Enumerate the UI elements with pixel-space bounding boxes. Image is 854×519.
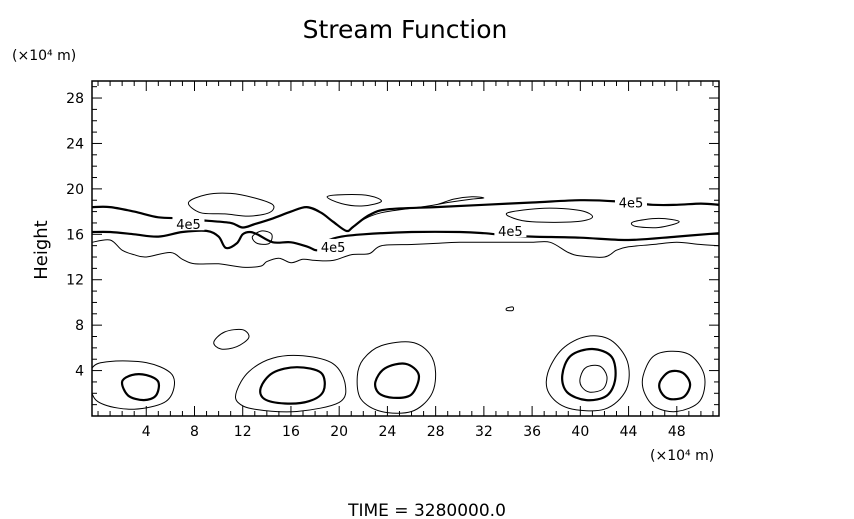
time-footer: TIME = 3280000.0 bbox=[347, 501, 506, 519]
x-tick-label: 16 bbox=[282, 424, 300, 440]
x-tick-label: 4 bbox=[142, 424, 151, 440]
contour-label: 4e5 bbox=[619, 197, 644, 212]
contour-cell-16-outer bbox=[234, 354, 347, 413]
contour-cell-10 bbox=[213, 328, 250, 350]
y-tick-label: 20 bbox=[66, 182, 84, 198]
contour-cell-upper-left bbox=[187, 192, 275, 217]
y-tick-label: 8 bbox=[75, 318, 84, 334]
contour-label-bg bbox=[317, 238, 350, 253]
contour-cell-upper-far-right bbox=[630, 217, 680, 229]
chart-title: Stream Function bbox=[303, 15, 508, 44]
x-tick-label: 32 bbox=[475, 424, 493, 440]
contour-label: 4e5 bbox=[321, 241, 346, 256]
contour-cell-47-inner bbox=[658, 369, 692, 401]
contour-cell-24-outer bbox=[356, 341, 437, 414]
contour-cell-41-outer bbox=[545, 335, 630, 412]
contour-label: 4e5 bbox=[498, 225, 523, 240]
y-tick-label: 12 bbox=[66, 273, 84, 289]
contour-cell-47-outer bbox=[641, 350, 706, 413]
contour-cell-41-inner bbox=[579, 364, 608, 393]
x-tick-label: 48 bbox=[668, 424, 686, 440]
contour-cell-3-inner bbox=[120, 373, 161, 402]
plot-frame bbox=[91, 80, 720, 417]
contour-label-bg bbox=[494, 223, 527, 238]
y-tick-label: 4 bbox=[75, 364, 84, 380]
y-tick-label: 24 bbox=[66, 136, 84, 152]
contour-layer bbox=[92, 192, 719, 414]
x-tick-label: 44 bbox=[620, 424, 638, 440]
contour-label-bg bbox=[614, 194, 647, 209]
contour-cell-3-outer bbox=[92, 360, 176, 410]
x-tick-label: 20 bbox=[330, 424, 348, 440]
contour-upper-band-top-thin bbox=[350, 196, 485, 230]
contour-cell-upper-mid bbox=[326, 194, 382, 207]
y-tick-label: 16 bbox=[66, 227, 84, 243]
contour-cell-24-inner bbox=[374, 362, 421, 399]
y-unit-label: (×10⁴ m) bbox=[12, 48, 76, 64]
x-unit-label: (×10⁴ m) bbox=[650, 448, 714, 464]
contour-label-bg bbox=[172, 216, 205, 231]
y-tick-label: 28 bbox=[66, 91, 84, 107]
contour-cell-41-mid bbox=[561, 347, 617, 402]
contour-small-loop-16 bbox=[251, 230, 273, 245]
contour-cell-16-inner bbox=[259, 366, 326, 405]
y-axis-label: Height bbox=[31, 220, 52, 280]
contour-tiny-loop-34 bbox=[505, 306, 515, 312]
x-tick-label: 24 bbox=[378, 424, 396, 440]
contour-cell-upper-right bbox=[505, 207, 593, 223]
contour-label-layer: 4e5 4e5 4e5 4e5 bbox=[172, 194, 647, 256]
x-tick-label: 8 bbox=[190, 424, 199, 440]
contour-label: 4e5 bbox=[176, 218, 201, 233]
x-tick-label: 40 bbox=[571, 424, 589, 440]
x-tick-label: 36 bbox=[523, 424, 541, 440]
x-tick-label: 28 bbox=[427, 424, 445, 440]
contour-upper-band-lower-thin bbox=[92, 239, 719, 268]
x-tick-label: 12 bbox=[234, 424, 252, 440]
